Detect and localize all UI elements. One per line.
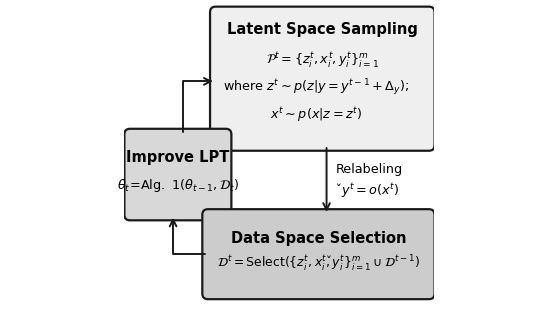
Text: Data Space Selection: Data Space Selection [230,231,406,246]
Text: $x^t \sim p(x|z = z^t)$: $x^t \sim p(x|z = z^t)$ [270,105,362,124]
Text: where $z^t \sim p(z|y = y^{t-1} + \Delta_y)$;: where $z^t \sim p(z|y = y^{t-1} + \Delta… [223,77,409,98]
Text: $\check{y}^t = o(x^t)$: $\check{y}^t = o(x^t)$ [336,182,399,200]
Text: $\theta_t\!=\!\mathrm{Alg.\ 1}(\theta_{t-1}, \mathcal{D}_t)$: $\theta_t\!=\!\mathrm{Alg.\ 1}(\theta_{t… [117,177,239,194]
FancyBboxPatch shape [124,129,232,220]
Text: Improve LPT: Improve LPT [126,150,229,165]
FancyBboxPatch shape [203,209,435,299]
Text: Relabeling: Relabeling [336,163,403,176]
Text: Latent Space Sampling: Latent Space Sampling [227,22,418,37]
Text: $\mathcal{D}^t = \mathrm{Select}(\{z_i^t, x_i^t, \check{y}_i^t\}_{i=1}^m \cup \m: $\mathcal{D}^t = \mathrm{Select}(\{z_i^t… [217,253,420,273]
FancyBboxPatch shape [210,7,435,151]
Text: $\mathcal{P}^t = \{z_i^t, x_i^t, y_i^t\}_{i=1}^m$: $\mathcal{P}^t = \{z_i^t, x_i^t, y_i^t\}… [266,51,379,70]
